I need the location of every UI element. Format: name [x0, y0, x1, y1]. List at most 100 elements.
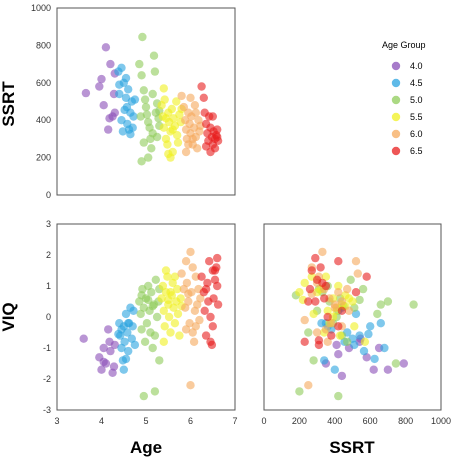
data-point-5-5	[173, 284, 182, 294]
data-point-4-5	[115, 80, 124, 89]
data-point-4-5	[364, 329, 373, 339]
data-point-5-5	[160, 95, 169, 104]
y-tick-label: 3	[46, 219, 51, 229]
data-point-6-5	[197, 82, 206, 91]
x-tick-label: 5	[143, 416, 148, 426]
data-point-4-5	[124, 319, 133, 328]
data-point-5-0	[142, 319, 152, 328]
data-point-5-0	[147, 288, 156, 297]
x-tick-label: 4	[99, 416, 104, 426]
data-point-5-0	[152, 132, 162, 142]
data-point-6-0	[343, 284, 352, 294]
data-point-5-0	[137, 325, 146, 334]
data-point-5-0	[373, 309, 382, 319]
data-point-5-5	[168, 125, 177, 134]
data-point-5-0	[138, 32, 147, 42]
data-point-6-0	[327, 319, 336, 328]
data-point-6-0	[184, 140, 193, 149]
data-point-5-5	[173, 131, 182, 140]
data-point-5-5	[170, 272, 180, 281]
data-point-5-0	[155, 356, 164, 365]
panel-age-viq: -3 -2 -1 0 1 2 3 3 4 5 6 7 VIQ Age	[0, 219, 238, 457]
data-point-4-0	[104, 125, 113, 134]
legend-title: Age Group	[382, 40, 426, 50]
data-point-5-5	[164, 149, 173, 159]
legend-label: 6.5	[410, 146, 423, 156]
data-point-6-5	[323, 312, 332, 322]
data-point-6-0	[181, 325, 191, 334]
data-point-5-0	[151, 275, 160, 284]
data-point-5-0	[295, 387, 304, 396]
x-tick-labels: 3 4 5 6 7	[54, 416, 237, 426]
data-point-5-5	[350, 322, 359, 331]
data-point-4-5	[119, 365, 128, 374]
data-point-4-5	[350, 340, 359, 350]
data-point-5-5	[173, 138, 183, 147]
data-point-6-5	[334, 257, 343, 266]
data-point-4-5	[120, 337, 129, 346]
data-point-4-5	[330, 365, 339, 374]
legend-marker	[391, 112, 401, 122]
data-point-6-5	[210, 144, 220, 153]
data-point-4-0	[334, 350, 343, 359]
data-point-6-5	[305, 284, 315, 294]
data-point-5-0	[150, 67, 160, 76]
data-point-4-5	[130, 340, 140, 350]
data-point-4-0	[399, 359, 408, 368]
y-tick-label: 1	[46, 281, 51, 291]
data-point-4-5	[359, 346, 369, 356]
data-point-4-0	[110, 108, 120, 117]
legend-label: 6.0	[410, 129, 423, 139]
data-point-6-0	[177, 269, 186, 278]
data-point-5-5	[159, 337, 168, 346]
data-point-4-5	[127, 334, 136, 343]
data-point-6-5	[197, 272, 206, 281]
data-point-6-0	[353, 269, 362, 278]
x-axis-label: Age	[130, 438, 162, 457]
data-point-6-0	[196, 294, 205, 303]
data-point-5-5	[300, 278, 309, 288]
data-point-5-5	[309, 309, 318, 319]
data-point-5-0	[148, 89, 157, 99]
data-point-5-0	[148, 343, 157, 353]
data-point-6-0	[304, 381, 313, 390]
data-point-4-0	[106, 59, 115, 69]
plot-area	[263, 223, 442, 411]
data-point-6-0	[181, 257, 191, 266]
data-point-4-0	[99, 357, 108, 367]
data-point-5-0	[137, 157, 146, 166]
data-point-6-5	[208, 322, 217, 331]
data-point-4-0	[332, 340, 341, 350]
data-point-6-0	[181, 303, 190, 312]
data-point-6-0	[193, 300, 202, 309]
data-point-6-0	[186, 93, 195, 103]
data-point-6-0	[321, 325, 331, 334]
data-point-5-0	[304, 328, 313, 337]
data-point-6-0	[191, 322, 200, 331]
y-tick-labels: -3 -2 -1 0 1 2 3	[43, 219, 51, 415]
y-axis-label: VIQ	[0, 302, 18, 331]
x-tick-label: 0	[261, 416, 266, 426]
data-point-6-5	[213, 253, 222, 263]
data-point-6-0	[181, 147, 191, 157]
data-point-5-5	[163, 140, 172, 149]
data-point-5-0	[140, 337, 150, 346]
data-point-4-0	[101, 43, 111, 52]
scatter-points	[81, 32, 223, 166]
data-point-4-0	[105, 114, 114, 123]
data-point-6-0	[323, 337, 332, 346]
data-point-4-5	[366, 322, 375, 331]
data-point-5-0	[334, 391, 343, 401]
data-point-4-5	[126, 130, 135, 139]
data-point-4-0	[383, 365, 393, 374]
data-point-4-0	[105, 337, 114, 346]
data-point-6-5	[206, 312, 215, 322]
data-point-4-5	[317, 319, 326, 328]
data-point-6-5	[199, 93, 208, 103]
y-tick-label: -3	[43, 405, 51, 415]
data-point-6-5	[213, 132, 222, 142]
data-point-6-0	[312, 328, 322, 337]
data-point-6-0	[337, 297, 347, 306]
data-point-5-0	[409, 300, 418, 309]
data-point-5-0	[144, 295, 153, 305]
